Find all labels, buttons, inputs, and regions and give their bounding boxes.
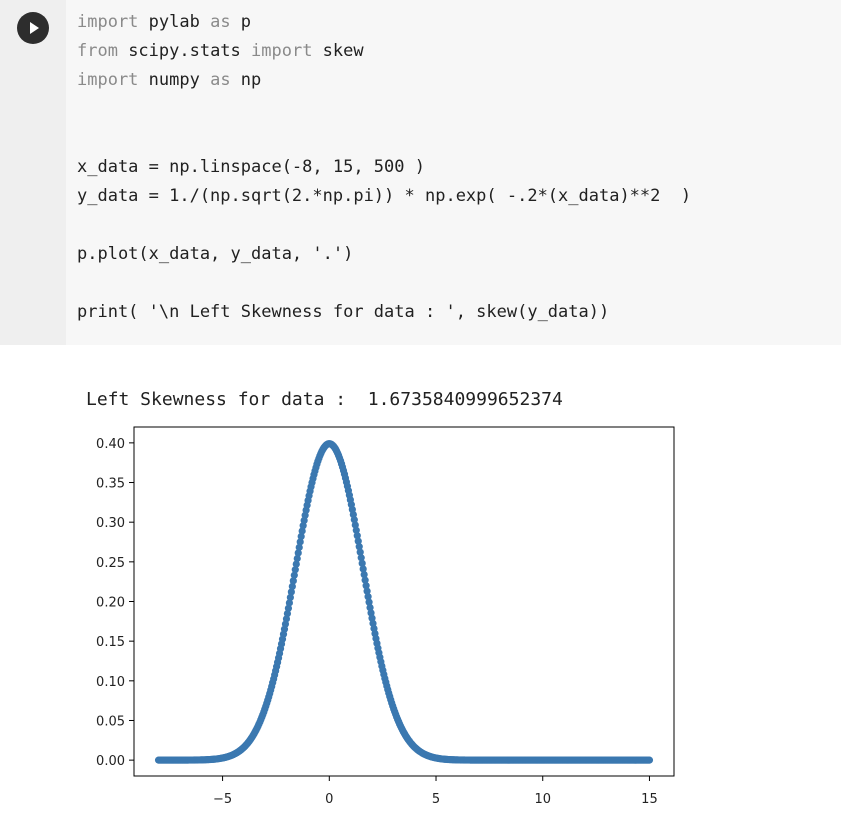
run-cell-button[interactable] bbox=[17, 12, 49, 44]
data-point bbox=[289, 577, 297, 585]
data-point bbox=[358, 559, 366, 567]
code-line: x_data = np.linspace(-8, 15, 500 ) bbox=[77, 153, 691, 182]
data-point bbox=[284, 604, 293, 612]
data-point bbox=[295, 543, 303, 551]
data-point bbox=[357, 554, 365, 562]
y-tick-label: 0.40 bbox=[96, 437, 125, 452]
data-point bbox=[366, 603, 374, 612]
code-token: x_data = np.linspace(-8, 15, 500 ) bbox=[77, 157, 425, 177]
x-tick-label: 15 bbox=[641, 792, 658, 807]
data-point bbox=[363, 587, 371, 595]
code-line: from scipy.stats import skew bbox=[77, 37, 691, 66]
code-line: import pylab as p bbox=[77, 8, 691, 37]
data-point bbox=[364, 593, 372, 601]
data-point bbox=[362, 582, 370, 590]
data-point bbox=[298, 527, 306, 535]
data-point bbox=[356, 548, 364, 556]
x-axis: −5 0 5 10 15 bbox=[213, 776, 658, 807]
data-point bbox=[355, 543, 363, 551]
code-keyword: import bbox=[77, 70, 139, 90]
y-tick-label: 0.25 bbox=[96, 556, 125, 571]
code-keyword: import bbox=[77, 12, 139, 32]
code-keyword: from bbox=[77, 41, 118, 61]
x-tick-label: −5 bbox=[213, 792, 232, 807]
code-text[interactable]: import pylab as p from scipy.stats import… bbox=[77, 8, 691, 327]
code-keyword: as bbox=[210, 12, 231, 32]
code-keyword: as bbox=[210, 70, 231, 90]
data-point bbox=[283, 610, 292, 618]
code-token: pylab bbox=[138, 12, 211, 32]
y-tick-label: 0.35 bbox=[96, 477, 125, 492]
x-tick-label: 10 bbox=[534, 792, 551, 807]
code-token: print( '\n Left Skewness for data : ', s… bbox=[77, 302, 610, 322]
y-tick-label: 0.20 bbox=[96, 596, 125, 611]
code-token: scipy.stats bbox=[117, 41, 252, 61]
data-point bbox=[288, 582, 296, 591]
data-point bbox=[297, 532, 305, 541]
data-point bbox=[291, 566, 299, 574]
code-line: y_data = 1./(np.sqrt(2.*np.pi)) * np.exp… bbox=[77, 182, 691, 211]
y-tick-label: 0.10 bbox=[96, 675, 125, 690]
data-point bbox=[290, 571, 298, 579]
code-token: p bbox=[230, 12, 252, 32]
y-axis: 0.00 0.05 0.10 0.15 0.20 0.25 0.30 0.35 0.40 bbox=[96, 437, 134, 769]
y-tick-label: 0.30 bbox=[96, 516, 125, 531]
play-icon bbox=[30, 22, 39, 34]
cell-output bbox=[0, 345, 841, 826]
data-point bbox=[354, 537, 362, 545]
code-line: p.plot(x_data, y_data, '.') bbox=[77, 240, 691, 269]
data-point bbox=[296, 538, 304, 546]
data-point bbox=[365, 598, 373, 606]
data-point bbox=[292, 560, 300, 568]
code-token: np bbox=[230, 70, 262, 90]
data-point bbox=[294, 549, 302, 557]
data-point bbox=[353, 532, 361, 540]
y-tick-label: 0.15 bbox=[96, 635, 125, 650]
output-text: Left Skewness for data : 1.6735840999652… bbox=[86, 389, 563, 410]
data-point bbox=[287, 588, 295, 596]
x-tick-label: 5 bbox=[432, 792, 440, 807]
y-tick-label: 0.00 bbox=[96, 754, 125, 769]
data-point bbox=[360, 570, 368, 579]
code-token: skew bbox=[312, 41, 364, 61]
code-token: y_data = 1./(np.sqrt(2.*np.pi)) * np.exp… bbox=[77, 186, 692, 206]
data-point bbox=[359, 565, 367, 573]
data-point bbox=[361, 576, 369, 584]
data-point bbox=[285, 599, 293, 607]
data-point bbox=[286, 593, 294, 602]
code-editor[interactable]: import pylab as p from scipy.stats import… bbox=[66, 0, 841, 345]
data-point bbox=[351, 521, 359, 529]
code-token: p.plot(x_data, y_data, '.') bbox=[77, 244, 354, 264]
code-keyword: import bbox=[251, 41, 313, 61]
data-point bbox=[293, 554, 301, 563]
x-tick-label: 0 bbox=[325, 792, 333, 807]
code-cell: import pylab as p from scipy.stats import… bbox=[0, 0, 841, 345]
code-line: print( '\n Left Skewness for data : ', s… bbox=[77, 298, 691, 327]
data-point bbox=[645, 756, 654, 764]
y-tick-label: 0.05 bbox=[96, 714, 125, 729]
code-token: numpy bbox=[138, 70, 211, 90]
plot-frame bbox=[133, 426, 675, 777]
code-line: import numpy as np bbox=[77, 66, 691, 95]
scatter-series bbox=[154, 440, 654, 764]
cell-gutter bbox=[0, 0, 66, 345]
data-point bbox=[352, 526, 360, 534]
